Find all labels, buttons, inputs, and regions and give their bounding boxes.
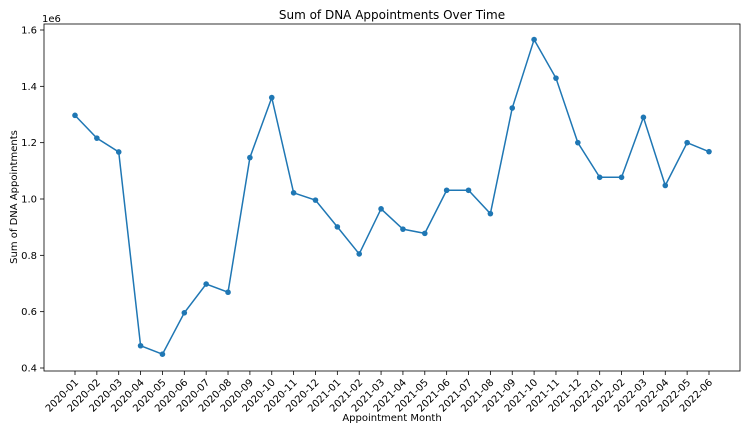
series-line <box>74 37 710 356</box>
data-point <box>137 342 144 349</box>
data-point <box>684 139 690 146</box>
data-point <box>531 36 537 43</box>
data-point <box>465 187 472 194</box>
data-point <box>159 351 166 357</box>
data-point <box>575 139 581 146</box>
y-tick-label: 0.6 <box>21 307 37 318</box>
y-axis-ticks: 0.4 0.6 0.8 1.0 1.2 1.4 1.6 <box>21 26 44 375</box>
plot-frame <box>43 23 741 372</box>
data-point <box>290 190 297 196</box>
y-tick-label: 0.8 <box>21 251 37 262</box>
data-point <box>312 197 319 203</box>
data-point <box>94 135 100 141</box>
y-axis-label: Sum of DNA Appointments <box>9 130 20 264</box>
data-point <box>487 210 494 217</box>
y-tick-label: 1.2 <box>21 138 37 149</box>
y-tick-label: 1.4 <box>21 82 37 93</box>
x-axis-label: Appointment Month <box>342 413 441 424</box>
data-point <box>181 309 188 316</box>
x-axis-ticks: 2020-012020-022020-032020-042020-052020-… <box>44 371 715 415</box>
data-point <box>596 174 603 181</box>
data-point <box>356 251 363 257</box>
data-point <box>553 75 559 81</box>
y-tick-label: 1.6 <box>21 26 37 37</box>
data-point <box>706 148 712 155</box>
data-point <box>421 230 428 237</box>
data-point <box>225 289 231 296</box>
data-point <box>640 114 647 121</box>
data-point <box>618 174 625 181</box>
data-point <box>662 182 669 189</box>
data-point <box>72 112 78 119</box>
y-tick-label: 0.4 <box>21 364 37 375</box>
data-point <box>115 149 122 155</box>
data-point <box>509 105 516 111</box>
data-point <box>378 206 384 212</box>
data-point <box>334 224 341 230</box>
chart-title: Sum of DNA Appointments Over Time <box>279 8 505 22</box>
series-markers <box>72 36 712 357</box>
data-point <box>203 281 209 287</box>
data-point <box>443 187 450 194</box>
data-point <box>247 154 253 161</box>
data-point <box>400 226 406 232</box>
y-offset-label: 1e6 <box>42 14 61 25</box>
y-tick-label: 1.0 <box>21 195 37 206</box>
data-point <box>268 94 275 101</box>
